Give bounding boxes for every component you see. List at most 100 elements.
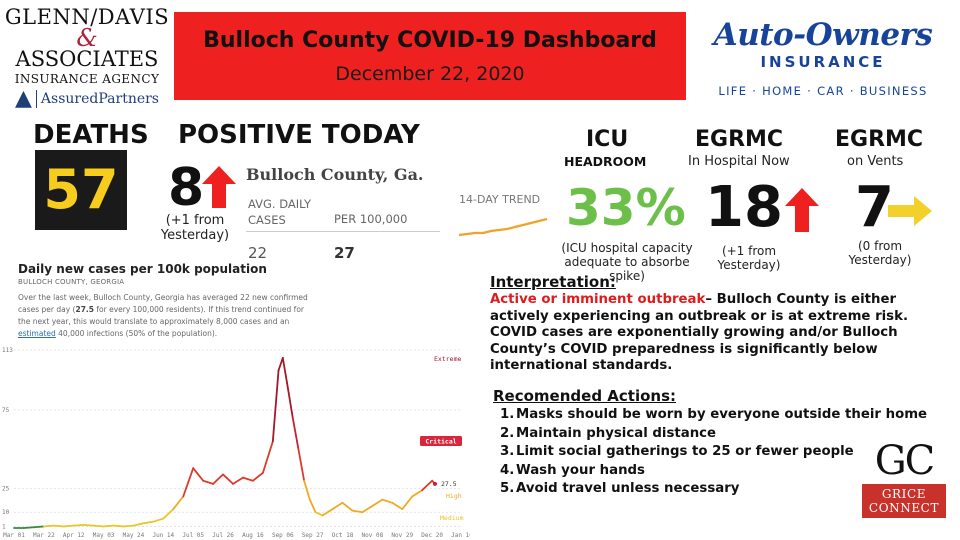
chart-title: Daily new cases per 100k population [18,262,267,276]
y-tick-label: 25 [2,486,10,493]
page-title: Bulloch County COVID-19 Dashboard [203,28,657,53]
chart-desc-part3: 40,000 infections (50% of the population… [55,329,218,338]
series-segment [112,524,125,528]
series-segment [401,495,414,510]
series-segment [162,508,175,520]
series-segment [381,498,394,504]
x-tick-label: Apr 12 [63,532,85,539]
x-tick-label: Mar 22 [33,532,55,539]
logo-glenn-line2: ASSOCIATES [15,47,159,71]
icu-note-line1: (ICU hospital capacity [561,241,693,255]
x-tick-label: Nov 08 [362,532,384,539]
list-item-text: Wash your hands [516,462,645,478]
series-segment [72,523,85,527]
deaths-box: 57 [35,150,127,230]
egrmc-hospital-value: 18 [705,175,783,240]
widget-divider [246,231,440,232]
series-segment [361,505,374,514]
x-tick-label: Jun 14 [152,532,174,539]
list-item-text: Masks should be worn by everyone outside… [516,407,928,422]
series-segment [331,501,344,510]
y-tick-label: 113 [2,347,13,354]
icu-note: (ICU hospital capacity adequate to absor… [552,241,702,283]
series-segment [52,524,65,528]
list-item-text: Avoid travel unless necessary [516,481,740,497]
series-segment [82,523,95,527]
arrow-up-icon [785,188,819,232]
assured-partners-row: ▲ AssuredPartners [4,88,170,110]
series-segment [192,467,205,482]
interpretation-text: – Bulloch County is either actively expe… [490,292,908,373]
egrmc-vents-label: EGRMC [835,127,924,152]
x-tick-label: Sep 06 [272,532,294,539]
positive-today-value: 8 [168,158,205,218]
series-segment [297,448,306,482]
series-segment [291,416,300,451]
auto-owners-logo: Auto-Owners INSURANCE LIFE · HOME · CAR … [690,18,956,108]
list-item: 5. Avoid travel unless necessary [500,480,927,499]
assured-partners-text: AssuredPartners [35,90,159,108]
y-tick-label: 10 [2,509,10,516]
icu-note-line2: adequate to absorbe spike) [564,255,690,283]
positive-today-label: POSITIVE TODAY [178,120,420,150]
zone-label: High [446,492,462,500]
grice-connect-mark: GC [874,438,936,484]
series-segment [371,498,384,507]
chart-desc-part2: for every 100,000 residents). If this tr… [18,305,304,326]
header-banner: Bulloch County COVID-19 Dashboard Decemb… [174,12,686,100]
series-segment [92,524,105,528]
series-segment [232,476,244,485]
grice-connect-line1: GRICE [881,487,927,501]
arrow-up-icon [202,166,236,208]
series-segment [42,524,55,528]
list-item: 3. Limit social gatherings to 25 or fewer… [500,443,927,462]
widget-avg-daily-value: 22 [248,244,268,262]
positive-today-note-line1: (+1 from [165,213,225,228]
egrmc-vents-note-line1: (0 from [857,239,903,253]
series-segment [271,369,280,443]
icu-value: 33% [566,179,686,237]
series-segment [351,509,364,514]
positive-today-note-line2: Yesterday) [160,228,230,243]
series-segment [172,495,185,510]
interpretation-body: Active or imminent outbreak– Bulloch Cou… [490,292,945,375]
series-segment [142,520,155,525]
assured-partners-icon: ▲ [15,86,32,111]
y-tick-label: 1 [2,523,6,530]
series-segment [252,471,264,482]
series-segment [33,525,45,529]
trend-label: 14-DAY TREND [459,193,541,206]
current-value-label: 27.5 [441,480,457,488]
egrmc-hospital-label: EGRMC [695,127,784,152]
series-segment [132,522,145,527]
widget-per-100k-value: 27 [334,244,355,262]
zone-label: Critical [425,437,456,445]
widget-col-per-100k: PER 100,000 [334,212,408,226]
chart-desc-link[interactable]: estimated [18,329,56,338]
zone-label: Extreme [434,355,461,363]
zone-label: Medium [440,514,464,522]
y-tick-label: 75 [2,407,10,414]
egrmc-vents-value: 7 [855,175,894,240]
series-segment [314,511,324,517]
actions-list: 1. Masks should be worn by everyone outsi… [500,406,927,499]
page-date: December 22, 2020 [335,63,525,85]
series-segment [242,476,254,482]
series-segment [182,467,195,498]
x-tick-label: Sep 27 [302,532,324,539]
series-segment [122,524,135,528]
widget-col-avg-daily: AVG. DAILY CASES [248,196,311,228]
series-segment [286,382,294,419]
grice-connect-line2: CONNECT [868,501,940,515]
icu-label: ICU [586,127,629,152]
series-segment [391,501,404,510]
series-segment [222,473,234,485]
x-tick-label: Dec 20 [421,532,443,539]
auto-owners-tagline: LIFE · HOME · CAR · BUSINESS [718,84,928,98]
series-segment [341,501,354,512]
widget-county-name: Bulloch County, Ga. [246,165,424,184]
list-item-number: 1. [500,407,515,422]
x-tick-label: May 03 [93,532,115,539]
series-segment [308,498,317,514]
series-segment [277,356,284,372]
